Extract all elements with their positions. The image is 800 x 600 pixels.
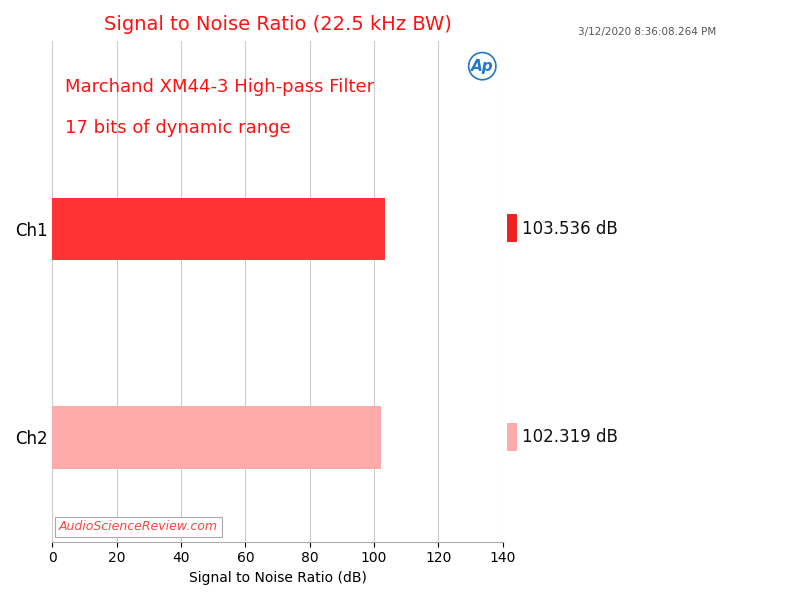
Text: 3/12/2020 8:36:08.264 PM: 3/12/2020 8:36:08.264 PM [578,27,716,37]
Text: Marchand XM44-3 High-pass Filter: Marchand XM44-3 High-pass Filter [66,77,374,95]
Text: AudioScienceReview.com: AudioScienceReview.com [59,520,218,533]
X-axis label: Signal to Noise Ratio (dB): Signal to Noise Ratio (dB) [189,571,366,585]
FancyBboxPatch shape [507,214,517,242]
Title: Signal to Noise Ratio (22.5 kHz BW): Signal to Noise Ratio (22.5 kHz BW) [103,15,451,34]
Text: Ap: Ap [471,59,494,74]
Text: 103.536 dB: 103.536 dB [522,220,618,238]
Text: 102.319 dB: 102.319 dB [522,428,618,446]
FancyBboxPatch shape [507,423,517,451]
Bar [53,197,386,260]
Bar [53,406,382,469]
Text: 17 bits of dynamic range: 17 bits of dynamic range [66,119,291,137]
